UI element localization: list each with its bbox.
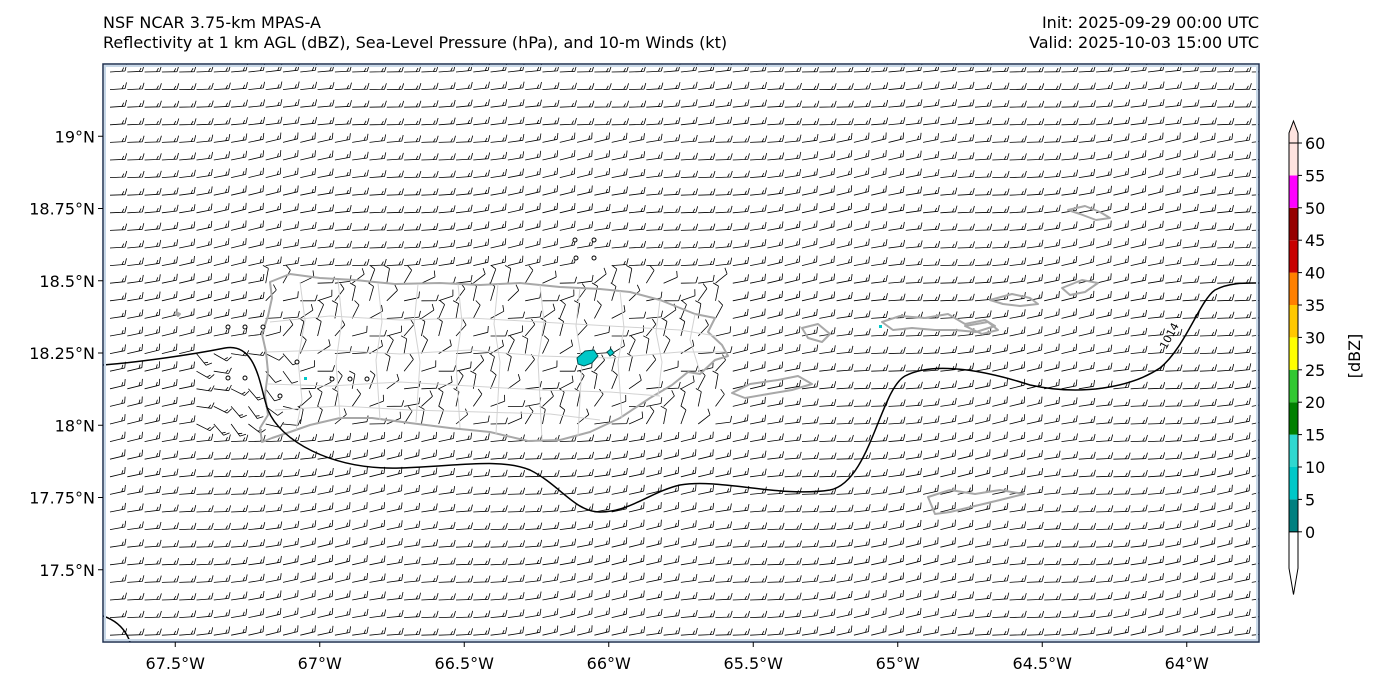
puerto-rico-coast — [259, 273, 729, 443]
colorbar-tick-label: 45 — [1305, 231, 1325, 250]
lat-tick-label: 17.5°N — [39, 561, 95, 580]
colorbar-bin — [1289, 467, 1298, 500]
lon-tick-label: 66°W — [587, 654, 631, 673]
lon-tick-label: 65°W — [876, 654, 920, 673]
colorbar-bin — [1289, 207, 1298, 241]
lon-tick-label: 67°W — [298, 654, 342, 673]
isobar-1014 — [103, 282, 1259, 513]
colorbar-bin — [1289, 499, 1298, 532]
colorbar-bin — [1289, 305, 1298, 338]
title-valid-time: Valid: 2025-10-03 15:00 UTC — [1028, 33, 1259, 52]
title-init-time: Init: 2025-09-29 00:00 UTC — [1041, 13, 1259, 32]
lat-tick-label: 18.5°N — [39, 272, 95, 291]
st-john-coast — [964, 321, 999, 335]
colorbar-bin — [1289, 337, 1298, 370]
colorbar-tick-label: 50 — [1305, 199, 1325, 218]
lon-tick-label: 64.5°W — [1013, 654, 1073, 673]
colorbar-tick-label: 55 — [1305, 166, 1325, 185]
virgin-gorda-coast — [1061, 279, 1099, 296]
colorbar-tick-label: 0 — [1305, 523, 1315, 542]
colorbar-extend-high — [1288, 119, 1299, 144]
lon-tick-label: 65.5°W — [724, 654, 784, 673]
lat-tick-label: 18.75°N — [29, 200, 95, 219]
map-frame-inner — [104, 65, 1258, 641]
lon-tick-label: 66.5°W — [435, 654, 495, 673]
map-background — [103, 64, 1259, 642]
colorbar-bin — [1289, 240, 1298, 273]
title-model: NSF NCAR 3.75-km MPAS-A — [103, 13, 321, 32]
colorbar-tick-label: 15 — [1305, 426, 1325, 445]
tortola-coast — [989, 293, 1039, 307]
echo-dot-2 — [304, 377, 307, 380]
colorbar-tick-label: 10 — [1305, 458, 1325, 477]
lat-tick-label: 17.75°N — [29, 489, 95, 508]
lat-tick-label: 18.25°N — [29, 344, 95, 363]
colorbar-tick-label: 20 — [1305, 393, 1325, 412]
colorbar-bin — [1289, 369, 1298, 403]
coastlines — [175, 205, 1111, 515]
echo-cell-main — [576, 349, 599, 367]
colorbar-tick-label: 35 — [1305, 296, 1325, 315]
lat-tick-label: 18°N — [55, 416, 95, 435]
colorbar-bin — [1289, 272, 1298, 305]
anegada-coast — [1067, 205, 1111, 221]
colorbar-tick-label: 5 — [1305, 490, 1315, 509]
colorbar-bin — [1289, 143, 1298, 176]
colorbar-bin — [1289, 402, 1298, 435]
echo-dot-1 — [879, 325, 882, 328]
culebra-coast — [801, 323, 831, 343]
st-croix-coast — [927, 489, 1025, 515]
colorbar: 0 5 10 15 20 25 30 35 40 45 50 55 60 — [1288, 119, 1325, 595]
lon-tick-label: 67.5°W — [146, 654, 206, 673]
reflectivity-echoes — [304, 325, 882, 380]
colorbar-bin — [1289, 175, 1298, 208]
vieques-coast — [731, 375, 813, 399]
st-thomas-coast — [881, 313, 996, 333]
colorbar-label: [dBZ] — [1345, 334, 1364, 379]
lon-tick-label: 64°W — [1165, 654, 1209, 673]
colorbar-bin — [1289, 434, 1298, 467]
wind-barbs — [109, 64, 1259, 636]
colorbar-tick-label: 25 — [1305, 361, 1325, 380]
colorbar-tick-label: 40 — [1305, 264, 1325, 283]
colorbar-tick-label: 60 — [1305, 134, 1325, 153]
calm-wind-markers — [225, 237, 597, 399]
map-axes: 67.5°W 67°W 66.5°W 66°W 65.5°W 65°W 64.5°W 64°W… — [29, 127, 1209, 673]
echo-cell-small — [606, 348, 615, 357]
colorbar-extend-low — [1288, 531, 1299, 595]
title-fields: Reflectivity at 1 km AGL (dBZ), Sea-Leve… — [103, 33, 728, 52]
colorbar-tick-label: 30 — [1305, 328, 1325, 347]
desecheo-coast — [175, 311, 181, 317]
municipal-boundaries — [265, 279, 724, 441]
wind-barb-set — [109, 64, 1259, 636]
lat-tick-label: 19°N — [55, 127, 95, 146]
